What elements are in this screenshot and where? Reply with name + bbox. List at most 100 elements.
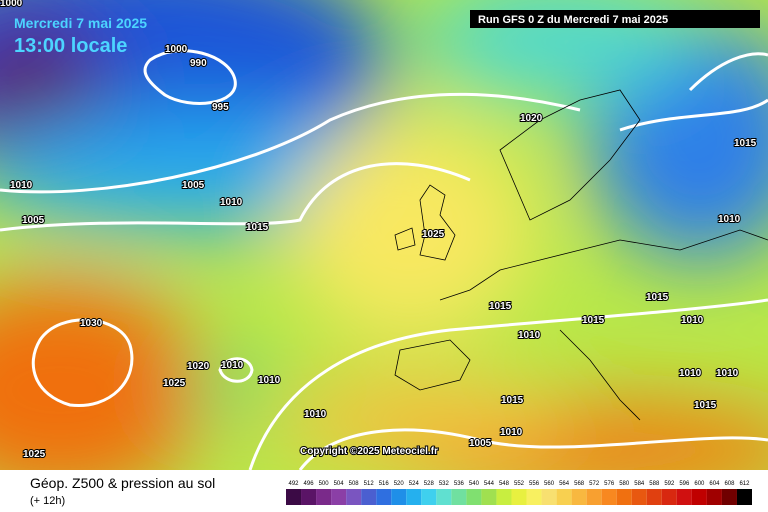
footer-subtitle: (+ 12h)	[30, 495, 65, 507]
legend-label: 496	[304, 481, 315, 487]
legend-swatch	[436, 489, 452, 505]
legend-label: 592	[664, 481, 675, 487]
legend-label: 520	[394, 481, 405, 487]
legend-swatch	[286, 489, 302, 505]
legend-label: 492	[289, 481, 300, 487]
legend-swatch	[601, 489, 617, 505]
legend-label: 572	[589, 481, 600, 487]
isobar-label: 1015	[501, 395, 524, 406]
legend-swatch	[346, 489, 362, 505]
legend-label: 512	[364, 481, 375, 487]
legend-label: 576	[604, 481, 615, 487]
isobar-label: 1010	[221, 360, 244, 371]
legend-swatch	[466, 489, 482, 505]
isobar-label: 1000	[165, 44, 188, 55]
legend-label: 548	[499, 481, 510, 487]
legend-swatch	[556, 489, 572, 505]
legend-label: 600	[694, 481, 705, 487]
legend-label: 584	[634, 481, 645, 487]
isobar-label: 1015	[646, 292, 669, 303]
isobar-label: 1020	[520, 113, 543, 124]
legend-swatch	[691, 489, 707, 505]
legend-swatch	[541, 489, 557, 505]
isobar-label: 990	[190, 58, 207, 69]
legend-label: 588	[649, 481, 660, 487]
legend-label: 580	[619, 481, 630, 487]
legend-swatch	[301, 489, 317, 505]
isobar-label: 1015	[694, 400, 717, 411]
legend-swatch	[496, 489, 512, 505]
legend-label: 516	[379, 481, 390, 487]
isobar-label: 1015	[582, 315, 605, 326]
legend-label: 500	[319, 481, 330, 487]
isobar-label: 995	[212, 102, 229, 113]
isobar-label: 1010	[258, 375, 281, 386]
footer-title: Géop. Z500 & pression au sol	[30, 475, 215, 491]
legend-swatch	[631, 489, 647, 505]
legend-swatch	[511, 489, 527, 505]
isobar-label: 1010	[679, 368, 702, 379]
legend-label: 612	[739, 481, 750, 487]
legend-swatch	[376, 489, 392, 505]
isobar-label: 1010	[220, 197, 243, 208]
legend-swatch	[316, 489, 332, 505]
isobar-label: 1025	[23, 449, 46, 460]
isobar-label: 1030	[80, 318, 103, 329]
isobar-label: 1010	[518, 330, 541, 341]
legend-label: 560	[544, 481, 555, 487]
copyright: Copyright ©2025 Meteociel.fr	[300, 446, 438, 457]
isobar-label: 1005	[22, 215, 45, 226]
legend-label: 552	[514, 481, 525, 487]
legend-swatch	[616, 489, 632, 505]
legend-swatch	[451, 489, 467, 505]
isobar-label: 1015	[734, 138, 757, 149]
isobar-label: 1025	[163, 378, 186, 389]
isobar-label: 1010	[10, 180, 33, 191]
date-label: Mercredi 7 mai 2025	[14, 15, 147, 31]
legend-swatch	[706, 489, 722, 505]
legend-swatch	[661, 489, 677, 505]
legend-label: 524	[409, 481, 420, 487]
isobar-label: 1010	[718, 214, 741, 225]
legend-label: 540	[469, 481, 480, 487]
color-legend: 492 496 500 504 508 512 516 520 524 528 532 536 540 5…	[286, 481, 752, 505]
legend-swatch	[361, 489, 377, 505]
isobar-label: 1020	[187, 361, 210, 372]
legend-swatch	[526, 489, 542, 505]
isobar-label: 1010	[681, 315, 704, 326]
isobar-label: 1000	[0, 0, 23, 9]
legend-swatch	[676, 489, 692, 505]
legend-label: 604	[709, 481, 720, 487]
legend-swatch	[481, 489, 497, 505]
isobar-label: 1010	[500, 427, 523, 438]
legend-swatch	[331, 489, 347, 505]
legend-label: 508	[349, 481, 360, 487]
legend-label: 536	[454, 481, 465, 487]
legend-swatch	[391, 489, 407, 505]
isobar-label: 1015	[489, 301, 512, 312]
run-banner	[470, 10, 760, 28]
legend-swatch	[586, 489, 602, 505]
legend-label: 568	[574, 481, 585, 487]
map-field	[0, 0, 768, 470]
isobar-label: 1010	[304, 409, 327, 420]
time-label: 13:00 locale	[14, 35, 127, 57]
legend-label: 528	[424, 481, 435, 487]
legend-label: 564	[559, 481, 570, 487]
legend-label: 608	[724, 481, 735, 487]
legend-swatch	[721, 489, 737, 505]
legend-swatch	[736, 489, 752, 505]
isobar-label: 1025	[422, 229, 445, 240]
legend-label: 544	[484, 481, 495, 487]
isobar-label: 1005	[182, 180, 205, 191]
isobar-label: 1005	[469, 438, 492, 449]
legend-swatch	[571, 489, 587, 505]
run-label: Run GFS 0 Z du Mercredi 7 mai 2025	[478, 14, 668, 26]
legend-label: 504	[334, 481, 345, 487]
isobar-label: 1010	[716, 368, 739, 379]
isobar-label: 1015	[246, 222, 269, 233]
legend-swatch	[646, 489, 662, 505]
legend-label: 532	[439, 481, 450, 487]
